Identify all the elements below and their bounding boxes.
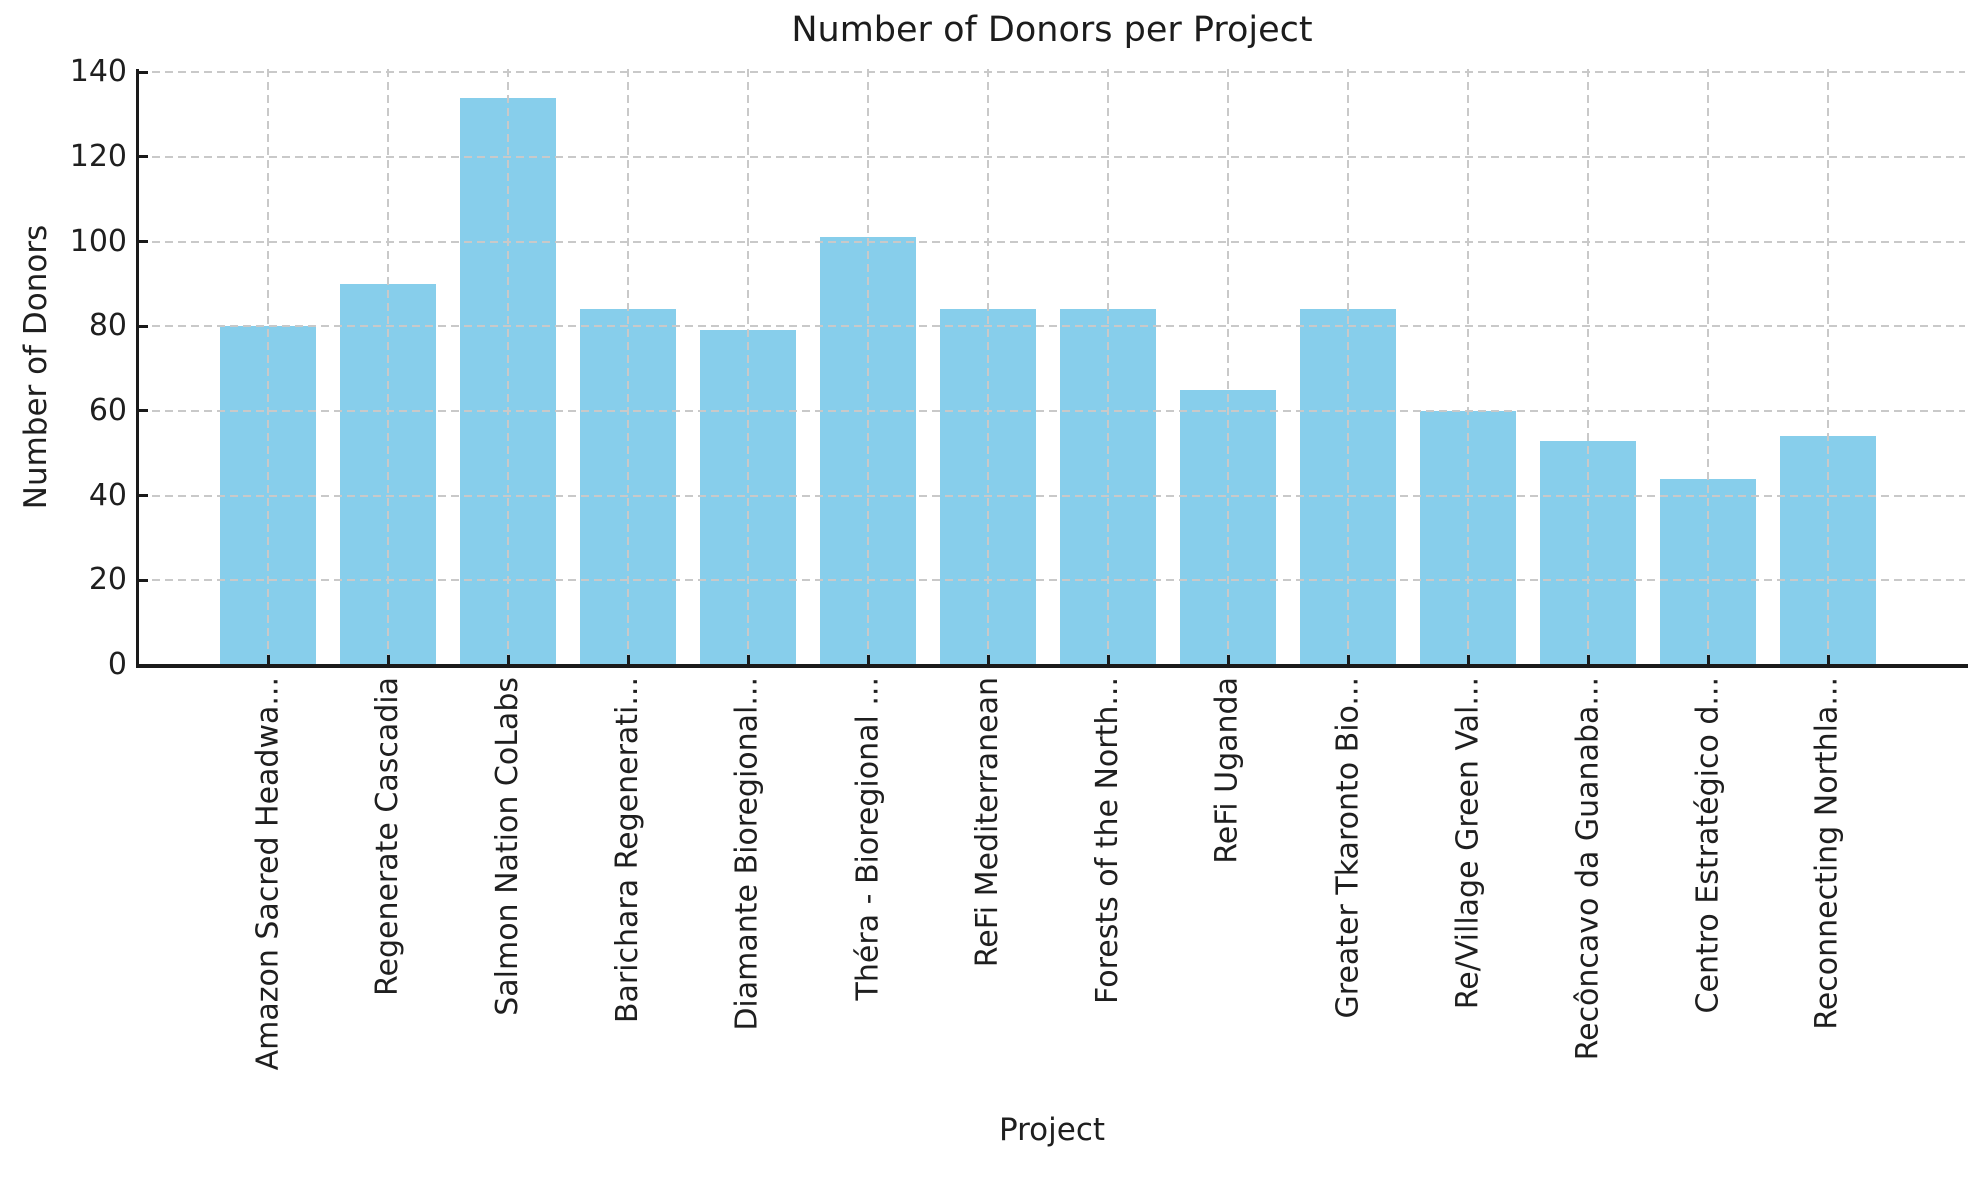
- x-tick-10: [1466, 655, 1470, 664]
- v-gridline-7: [1107, 69, 1109, 665]
- h-gridline-100: [139, 240, 1965, 243]
- x-tick-label-7: Forests of the North...: [1090, 677, 1125, 1004]
- x-tick-label-8: ReFi Uganda: [1210, 677, 1245, 864]
- v-gridline-0: [267, 69, 269, 665]
- y-tick-label-0: 0: [107, 647, 127, 682]
- x-tick-label-1: Regenerate Cascadia: [370, 677, 405, 996]
- v-gridline-2: [507, 69, 509, 665]
- x-axis-title: Project: [998, 1112, 1106, 1148]
- y-tick-label-60: 60: [88, 392, 127, 428]
- x-tick-label-3: Barichara Regenerati...: [610, 677, 645, 1024]
- x-tick-1: [386, 655, 390, 664]
- x-tick-label-13: Reconnecting Northla...: [1810, 677, 1845, 1030]
- y-tick-label-140: 140: [69, 54, 127, 90]
- h-gridline-80: [139, 325, 1965, 328]
- x-tick-label-6: ReFi Mediterranean: [970, 677, 1005, 968]
- x-tick-0: [266, 655, 270, 664]
- x-tick-label-12: Centro Estratégico d...: [1690, 677, 1725, 1014]
- x-tick-12: [1706, 655, 1710, 664]
- y-tick-80: [139, 324, 148, 328]
- x-tick-8: [1226, 655, 1230, 664]
- h-gridline-120: [139, 155, 1965, 158]
- y-tick-100: [139, 240, 148, 244]
- y-tick-60: [139, 409, 148, 413]
- v-gridline-4: [747, 69, 749, 665]
- h-gridline-20: [139, 579, 1965, 582]
- v-gridline-11: [1587, 69, 1589, 665]
- y-axis-title-strip: Number of Donors: [0, 69, 72, 665]
- x-tick-13: [1826, 655, 1830, 664]
- y-axis-spine: [136, 69, 139, 668]
- y-tick-140: [139, 70, 148, 74]
- y-tick-40: [139, 494, 148, 498]
- y-tick-label-80: 80: [88, 308, 127, 344]
- x-tick-2: [506, 655, 510, 664]
- h-gridline-40: [139, 494, 1965, 497]
- v-gridline-5: [867, 69, 869, 665]
- x-tick-11: [1586, 655, 1590, 664]
- v-gridline-6: [987, 69, 989, 665]
- v-gridline-3: [627, 69, 629, 665]
- v-gridline-12: [1707, 69, 1709, 665]
- x-tick-3: [626, 655, 630, 664]
- plot-area: [136, 69, 1968, 668]
- x-tick-label-10: Re/Village Green Val...: [1450, 677, 1485, 1010]
- x-tick-label-11: Recôncavo da Guanaba...: [1570, 677, 1605, 1061]
- v-gridline-10: [1467, 69, 1469, 665]
- h-gridline-140: [139, 71, 1965, 74]
- x-tick-label-2: Salmon Nation CoLabs: [490, 677, 525, 1016]
- x-tick-label-9: Greater Tkaronto Bio...: [1330, 677, 1365, 1019]
- x-tick-7: [1106, 655, 1110, 664]
- y-axis-title: Number of Donors: [18, 224, 54, 510]
- y-tick-label-100: 100: [69, 223, 127, 259]
- x-tick-label-5: Théra - Bioregional ...: [850, 677, 885, 1001]
- h-gridline-60: [139, 409, 1965, 412]
- chart-title: Number of Donors per Project: [791, 10, 1313, 50]
- y-tick-label-20: 20: [88, 562, 127, 598]
- v-gridline-1: [387, 69, 389, 665]
- y-tick-120: [139, 155, 148, 159]
- x-tick-9: [1346, 655, 1350, 664]
- x-axis-spine: [136, 664, 1968, 668]
- y-tick-label-40: 40: [88, 477, 127, 513]
- x-tick-6: [986, 655, 990, 664]
- y-tick-0: [139, 663, 148, 667]
- x-tick-label-0: Amazon Sacred Headwa...: [250, 677, 285, 1071]
- x-tick-5: [866, 655, 870, 664]
- v-gridline-9: [1347, 69, 1349, 665]
- y-tick-label-120: 120: [69, 138, 127, 174]
- x-tick-4: [746, 655, 750, 664]
- v-gridline-13: [1827, 69, 1829, 665]
- x-tick-label-4: Diamante Bioregional...: [730, 677, 765, 1031]
- v-gridline-8: [1227, 69, 1229, 665]
- y-tick-20: [139, 578, 148, 582]
